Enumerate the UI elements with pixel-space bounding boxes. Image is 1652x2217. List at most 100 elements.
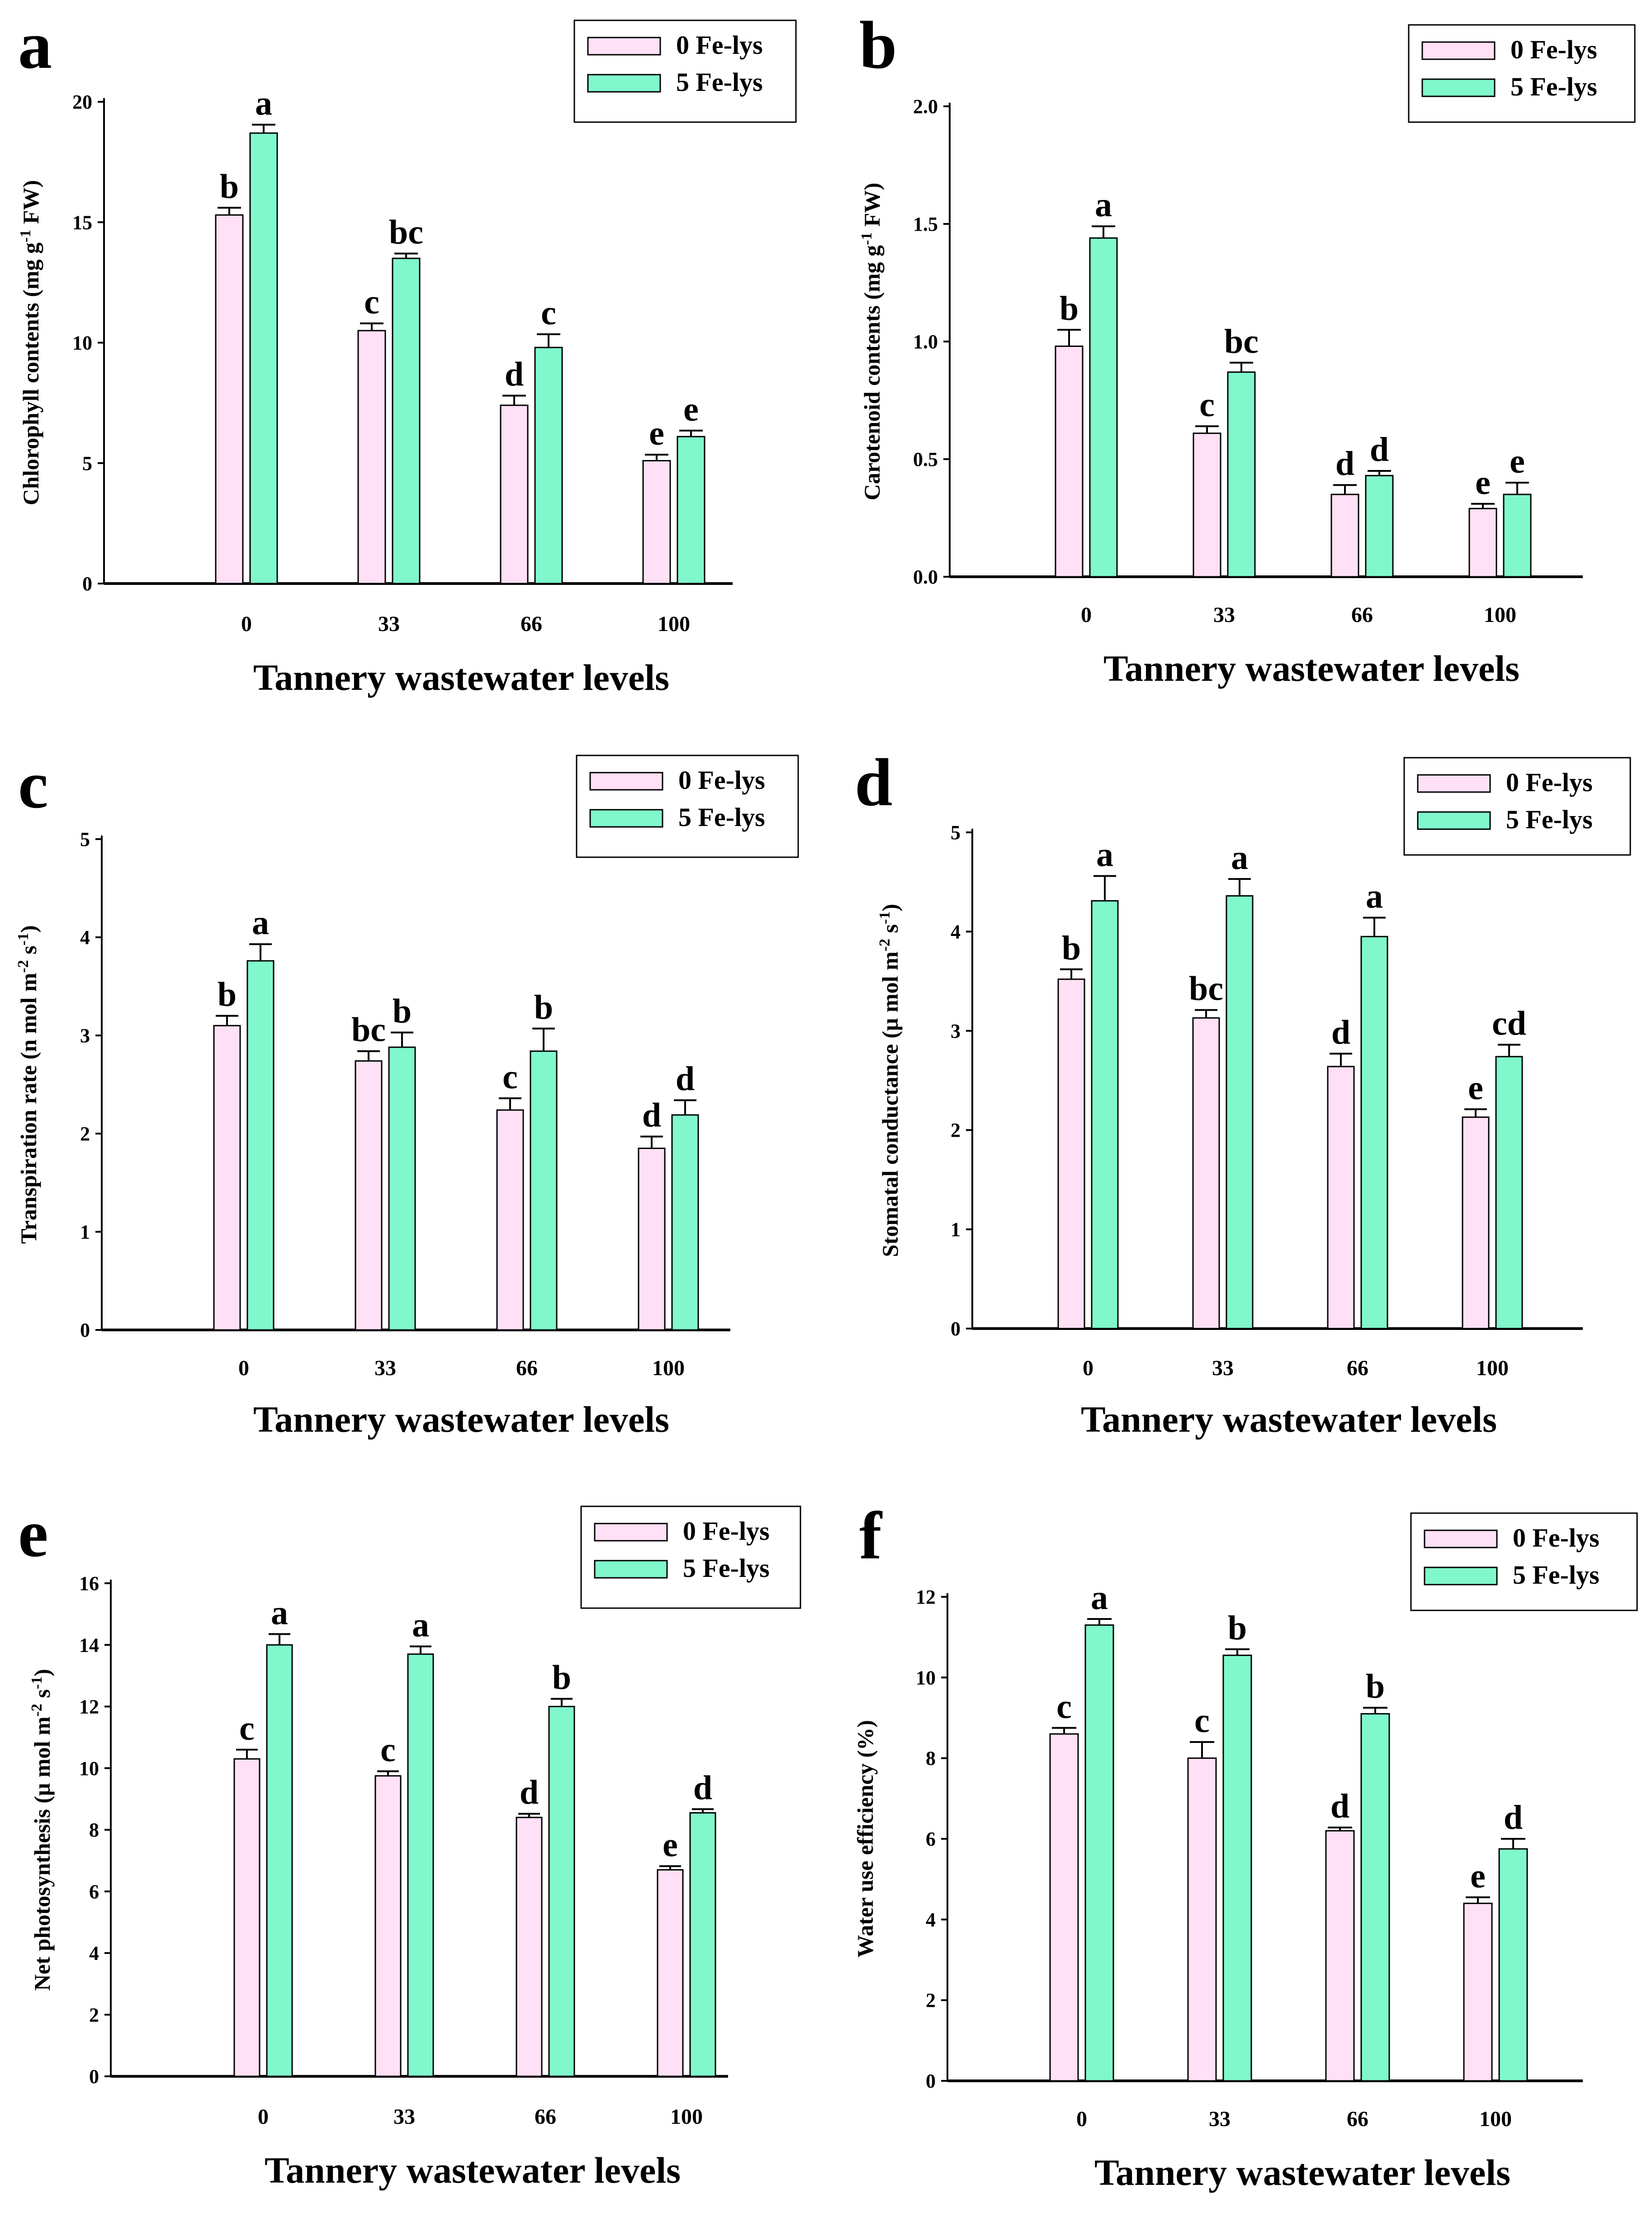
y-axis-label-ylabel-tail: ) [877, 904, 903, 911]
bar-0-fe-lys [1057, 978, 1085, 1329]
x-tick-label: 0 [1083, 1356, 1093, 1380]
legend: 0 Fe-lys 5 Fe-lys [580, 1505, 801, 1609]
significance-letter: c [239, 1709, 255, 1747]
significance-letter: a [255, 85, 272, 123]
y-axis-label-ylabel: Water use efficiency (%) [852, 1720, 878, 1957]
x-tick-label: 0 [238, 1356, 249, 1380]
x-tick-label: 100 [1484, 603, 1516, 627]
legend-label: 5 Fe-lys [1510, 72, 1597, 101]
y-tick-label: 2 [80, 1123, 90, 1145]
y-axis-label: Water use efficiency (%) [852, 1720, 878, 1957]
significance-letter: b [534, 988, 553, 1026]
bar-0-fe-lys [1055, 345, 1084, 578]
y-tick-label: 8 [926, 1747, 936, 1770]
bar-0-fe-lys [355, 1060, 383, 1331]
significance-letter: d [1335, 445, 1354, 483]
significance-letter: d [1330, 1787, 1349, 1825]
x-tick-label: 0 [241, 612, 252, 636]
y-tick-label: 15 [72, 211, 92, 233]
bar-0-fe-lys [516, 1817, 543, 2077]
significance-letter: e [1510, 442, 1525, 480]
y-axis-label: Net photosynthesis (μ mol m-2 s-1) [28, 1669, 55, 1990]
significance-letter: a [1231, 839, 1248, 877]
y-tick-label: 0 [926, 2070, 936, 2092]
significance-letter: a [1366, 878, 1383, 916]
bar-0-fe-lys [1325, 1830, 1355, 2082]
bar-5-fe-lys [388, 1046, 416, 1331]
significance-letter: a [1091, 1579, 1108, 1617]
y-tick-label: 1 [951, 1219, 961, 1241]
y-tick-label: 0 [82, 573, 92, 595]
legend: 0 Fe-lys 5 Fe-lys [1408, 24, 1636, 123]
y-axis-label-ylabel-mid: s [29, 1689, 55, 1704]
significance-letter: d [676, 1060, 695, 1098]
legend-label: 0 Fe-lys [676, 30, 763, 60]
y-axis-label-ylabel: Stomatal conductance (μ mol m [877, 951, 903, 1257]
bar-0-fe-lys [657, 1869, 684, 2077]
y-tick-label: 20 [72, 91, 92, 113]
legend-swatch [1424, 1529, 1498, 1548]
y-axis-label: Chlorophyll contents (mg g-1 FW) [17, 180, 43, 505]
bar-0-fe-lys [500, 404, 529, 584]
y-axis-label-ylabel-sup: -2 [15, 960, 32, 973]
significance-letter: d [520, 1774, 539, 1812]
x-axis-label: Tannery wastewater levels [253, 1399, 669, 1440]
x-tick-label: 66 [516, 1356, 538, 1380]
significance-letter: cd [1492, 1005, 1526, 1043]
y-axis-label-ylabel: Net photosynthesis (μ mol m [29, 1717, 55, 1991]
y-tick-label: 10 [916, 1666, 936, 1689]
panel-letter: c [18, 747, 48, 822]
y-axis-label-ylabel-sup: -1 [17, 230, 34, 242]
panel-letter: b [859, 8, 897, 83]
legend-label: 0 Fe-lys [683, 1516, 770, 1546]
legend-label: 5 Fe-lys [1506, 805, 1593, 834]
legend-label: 0 Fe-lys [678, 765, 765, 795]
bar-0-fe-lys [642, 460, 671, 584]
y-axis-label-ylabel-sup2: -1 [28, 1676, 45, 1689]
significance-letter: b [1062, 929, 1081, 967]
significance-letter: c [502, 1058, 518, 1096]
significance-letter: d [642, 1097, 661, 1135]
legend: 0 Fe-lys 5 Fe-lys [1410, 1512, 1638, 1611]
significance-letter: e [1470, 1857, 1486, 1895]
x-axis-label: Tannery wastewater levels [265, 2150, 681, 2191]
bar-0-fe-lys [357, 330, 386, 584]
y-tick-label: 12 [916, 1586, 936, 1608]
y-tick-label: 10 [72, 332, 92, 354]
x-tick-label: 66 [1347, 1356, 1368, 1380]
x-axis-label: Tannery wastewater levels [1103, 648, 1519, 689]
y-tick-label: 14 [79, 1634, 99, 1656]
bar-5-fe-lys [671, 1114, 699, 1331]
bar-5-fe-lys [1503, 494, 1532, 578]
significance-letter: b [1060, 290, 1079, 328]
y-tick-label: 2.0 [913, 95, 938, 118]
bar-5-fe-lys [1091, 900, 1119, 1329]
y-tick-label: 0.0 [913, 566, 938, 588]
legend: 0 Fe-lys 5 Fe-lys [1403, 757, 1631, 856]
y-tick-label: 2 [951, 1119, 961, 1141]
legend-label: 0 Fe-lys [1506, 768, 1593, 797]
bar-5-fe-lys [1226, 895, 1254, 1329]
x-tick-label: 100 [658, 612, 690, 636]
legend-label: 0 Fe-lys [1513, 1523, 1600, 1552]
y-tick-label: 1.0 [913, 331, 938, 353]
y-tick-label: 2 [926, 1989, 936, 2012]
x-tick-label: 66 [1351, 603, 1373, 627]
x-tick-label: 33 [1213, 603, 1235, 627]
significance-letter: bc [351, 1011, 386, 1049]
y-axis-label-ylabel-sup: -1 [858, 233, 875, 245]
legend-swatch [1421, 41, 1496, 60]
significance-letter: e [1475, 464, 1491, 502]
significance-letter: b [552, 1658, 571, 1696]
bar-5-fe-lys [1084, 1624, 1114, 2082]
y-tick-label: 0.5 [913, 448, 938, 470]
y-tick-label: 0 [951, 1318, 961, 1340]
y-tick-label: 2 [89, 2004, 99, 2026]
legend-label: 0 Fe-lys [1510, 35, 1597, 64]
bar-5-fe-lys [534, 347, 563, 584]
significance-letter: c [364, 283, 379, 321]
bar-5-fe-lys [689, 1812, 716, 2077]
bar-5-fe-lys [677, 436, 705, 584]
y-axis-label-ylabel-sup2: -1 [876, 911, 893, 924]
